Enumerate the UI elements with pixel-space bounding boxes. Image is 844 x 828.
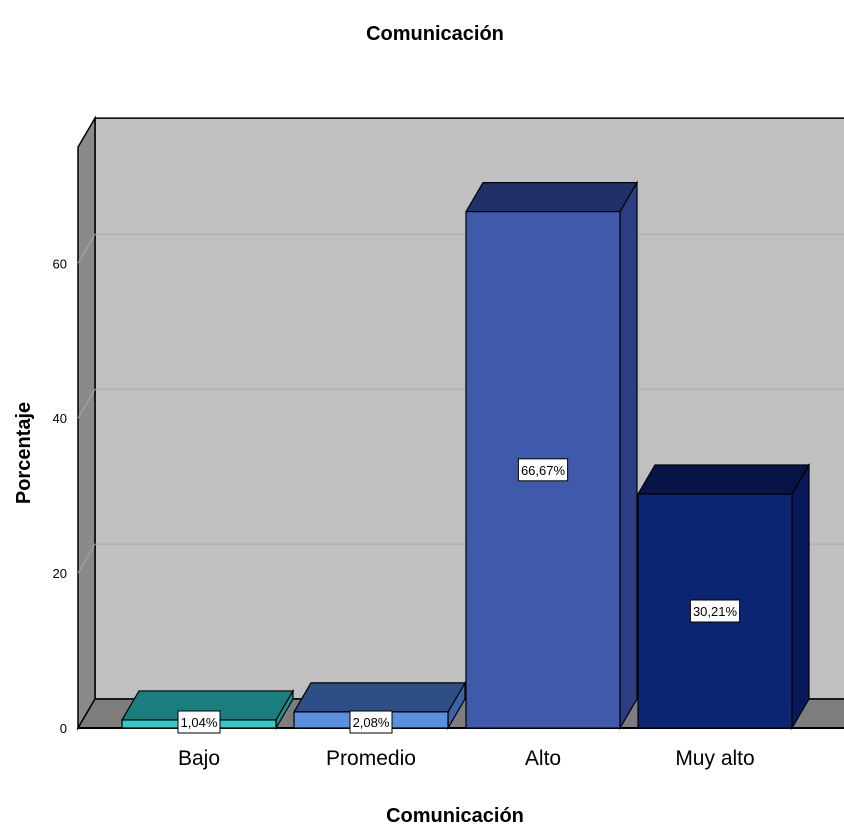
data-label-text: 2,08%	[353, 715, 390, 730]
y-tick-label: 0	[60, 721, 67, 736]
data-label-box	[349, 710, 393, 734]
y-tick-label: 20	[53, 566, 67, 581]
x-tick-labels: Bajo Promedio Alto Muy alto	[178, 747, 755, 770]
bar-side	[619, 180, 638, 731]
x-axis-title: Comunicación	[386, 805, 524, 827]
gridline-side	[77, 543, 96, 574]
data-label-box	[689, 599, 741, 623]
bar-top	[464, 182, 639, 213]
x-tick-label: Promedio	[326, 747, 416, 770]
y-tick-label: 40	[53, 411, 67, 426]
bar-side	[791, 462, 810, 731]
gridline-side	[77, 388, 96, 419]
side-wall	[77, 115, 96, 731]
x-tick-label: Muy alto	[675, 747, 754, 770]
y-tick-label: 60	[53, 256, 67, 271]
bar-alto	[464, 180, 639, 731]
chart-title: Comunicación	[366, 23, 504, 45]
x-tick-label: Bajo	[178, 747, 220, 770]
data-label: 2,08%	[349, 710, 393, 734]
bar-top	[292, 682, 467, 713]
y-tick-labels: 0 20 40 60	[53, 256, 67, 736]
gridline-side	[77, 234, 96, 264]
data-label-box	[177, 710, 221, 734]
data-label: 1,04%	[177, 710, 221, 734]
y-axis-title: Porcentaje	[13, 402, 35, 504]
data-label-text: 1,04%	[181, 715, 218, 730]
data-labels: 1,04% 2,08% 66,67% 30,21%	[177, 458, 741, 734]
bar-promedio	[292, 680, 467, 731]
data-label-box	[517, 458, 569, 482]
data-label: 66,67%	[517, 458, 569, 482]
data-label: 30,21%	[689, 599, 741, 623]
x-tick-label: Alto	[525, 747, 561, 770]
bar-muy-alto	[636, 462, 811, 731]
data-label-text: 30,21%	[693, 604, 738, 619]
bar-top	[636, 464, 811, 495]
data-label-text: 66,67%	[521, 463, 566, 478]
